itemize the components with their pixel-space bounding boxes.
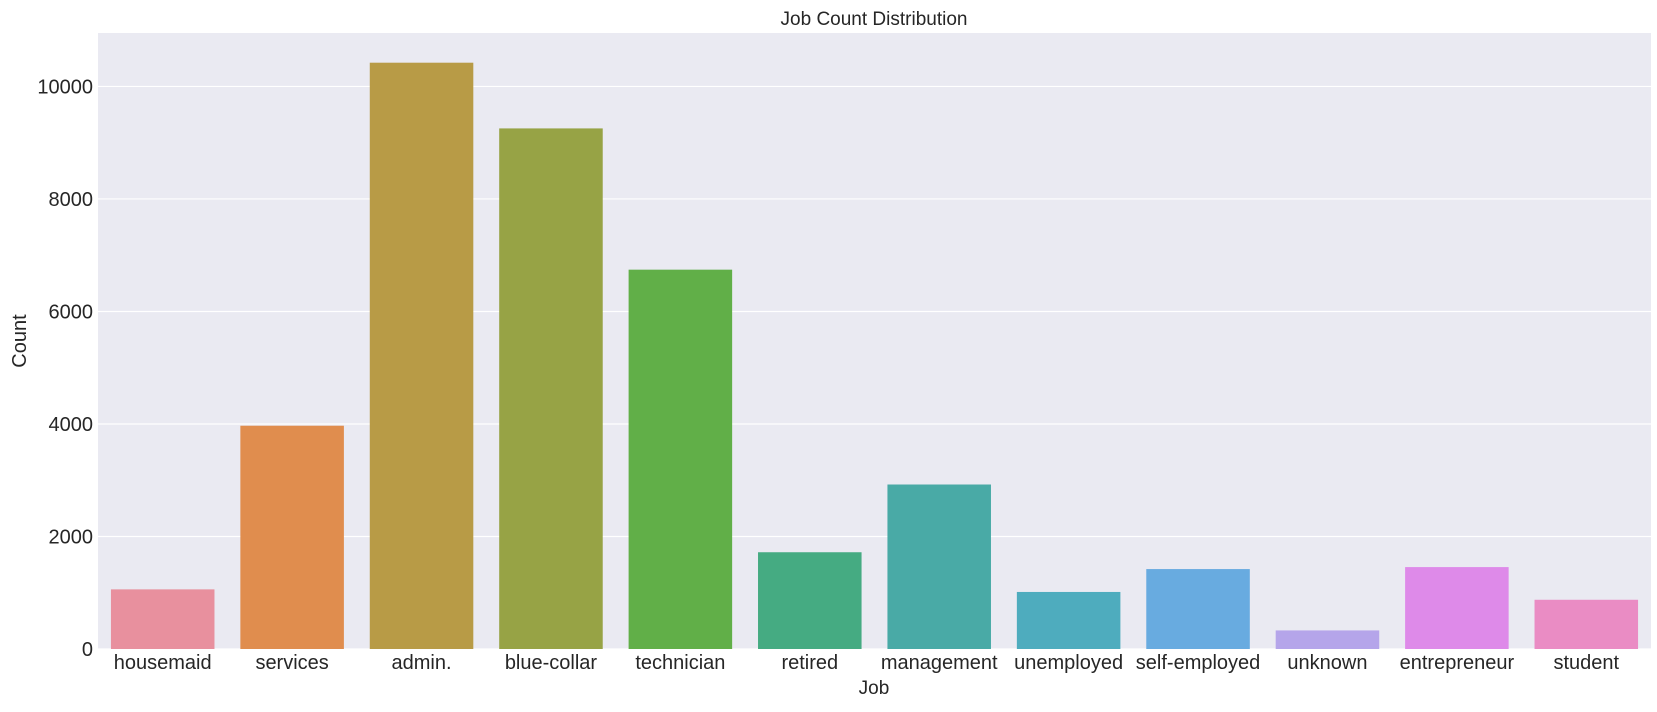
bar-technician (628, 269, 733, 649)
y-tick-label: 6000 (49, 301, 94, 323)
x-axis-ticks: housemaid services admin. blue-collar techni… (114, 652, 1620, 674)
x-tick-label: management (881, 652, 998, 674)
bar-unemployed (1016, 591, 1121, 649)
x-tick-label: technician (635, 652, 725, 674)
y-tick-label: 8000 (49, 189, 94, 211)
chart-title: Job Count Distribution (781, 9, 968, 30)
x-tick-label: admin. (392, 652, 452, 674)
grid-lines (98, 85, 1651, 650)
bars (110, 62, 1639, 650)
bar-services (240, 425, 344, 649)
bar-self-employed (1146, 569, 1250, 649)
bar-housemaid (110, 589, 215, 649)
bar-entrepreneur (1405, 567, 1509, 649)
bar-management (887, 484, 991, 649)
x-tick-label: self-employed (1136, 652, 1261, 674)
x-tick-label: blue-collar (505, 652, 598, 674)
x-tick-label: housemaid (114, 652, 212, 674)
x-tick-label: retired (781, 652, 838, 674)
y-axis-label: Count (9, 314, 31, 368)
x-tick-label: unemployed (1014, 652, 1123, 674)
y-tick-label: 0 (82, 639, 93, 661)
bar-unknown (1275, 630, 1380, 649)
bar-retired (758, 552, 862, 649)
bar-blue-collar (499, 128, 603, 650)
y-tick-label: 10000 (37, 76, 93, 98)
x-tick-label: student (1553, 652, 1619, 674)
x-tick-label: services (255, 652, 328, 674)
x-tick-label: unknown (1287, 652, 1367, 674)
bar-student (1534, 599, 1639, 649)
y-axis-ticks: 0 2000 4000 6000 8000 10000 (37, 76, 93, 661)
bar-admin (369, 62, 474, 650)
plot-background (98, 33, 1651, 649)
y-tick-label: 4000 (49, 414, 94, 436)
y-tick-label: 2000 (49, 526, 94, 548)
x-tick-label: entrepreneur (1400, 652, 1515, 674)
x-axis-label: Job (859, 678, 890, 699)
